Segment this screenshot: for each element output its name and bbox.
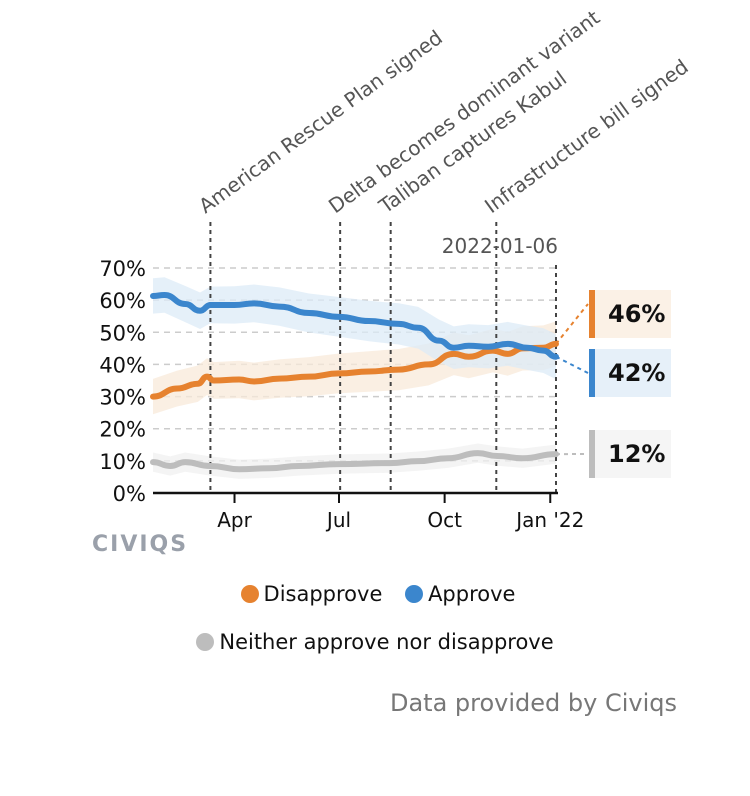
disapprove-dot-icon <box>240 585 259 603</box>
y-tick-label: 40% <box>99 353 146 377</box>
y-tick-label: 20% <box>99 418 146 442</box>
end-label-neither: 12% <box>589 430 671 478</box>
x-tick-label: Apr <box>217 508 252 532</box>
y-tick-label: 60% <box>99 289 146 313</box>
y-tick-label: 70% <box>99 257 146 281</box>
legend-label: Disapprove <box>263 582 383 606</box>
approve-dot-icon <box>405 585 424 603</box>
y-tick-label: 0% <box>113 482 146 506</box>
legend-item-approve[interactable]: Approve <box>405 582 515 606</box>
x-tick-label: Oct <box>427 508 462 532</box>
legend-item-disapprove[interactable]: Disapprove <box>240 582 383 606</box>
civiqs-logo: CIVIQS <box>92 532 189 557</box>
y-tick-label: 30% <box>99 386 146 410</box>
neither-dot-icon <box>196 633 215 651</box>
legend-row-2: Neither approve nor disapprove <box>0 630 750 656</box>
legend-item-neither[interactable]: Neither approve nor disapprove <box>196 630 554 654</box>
series-lines <box>150 292 559 473</box>
y-tick-label: 50% <box>99 321 146 345</box>
legend-row-1: Disapprove Approve <box>0 582 750 608</box>
connector-approve <box>555 355 589 374</box>
x-tick-label: Jan '22 <box>514 508 584 532</box>
y-tick-label: 10% <box>99 450 146 474</box>
end-label-connectors <box>555 303 589 456</box>
connector-disapprove <box>555 303 589 345</box>
current-date-label: 2022-01-06 <box>442 234 558 258</box>
x-axis: Apr Jul Oct Jan '22 <box>153 491 584 532</box>
event-label: Delta becomes dominant variant <box>324 5 604 218</box>
end-label-disapprove: 46% <box>589 290 671 338</box>
series-line-disapprove <box>150 340 559 400</box>
series-line-neither <box>150 450 559 473</box>
x-tick-label: Jul <box>325 508 351 532</box>
source-credit: Data provided by Civiqs <box>389 689 677 717</box>
series-line-approve <box>150 292 559 360</box>
y-axis: 0% 10% 20% 30% 40% 50% 60% 70% <box>99 257 146 506</box>
legend-label: Neither approve nor disapprove <box>219 630 554 654</box>
legend-label: Approve <box>428 582 516 606</box>
end-label-approve: 42% <box>589 349 671 397</box>
